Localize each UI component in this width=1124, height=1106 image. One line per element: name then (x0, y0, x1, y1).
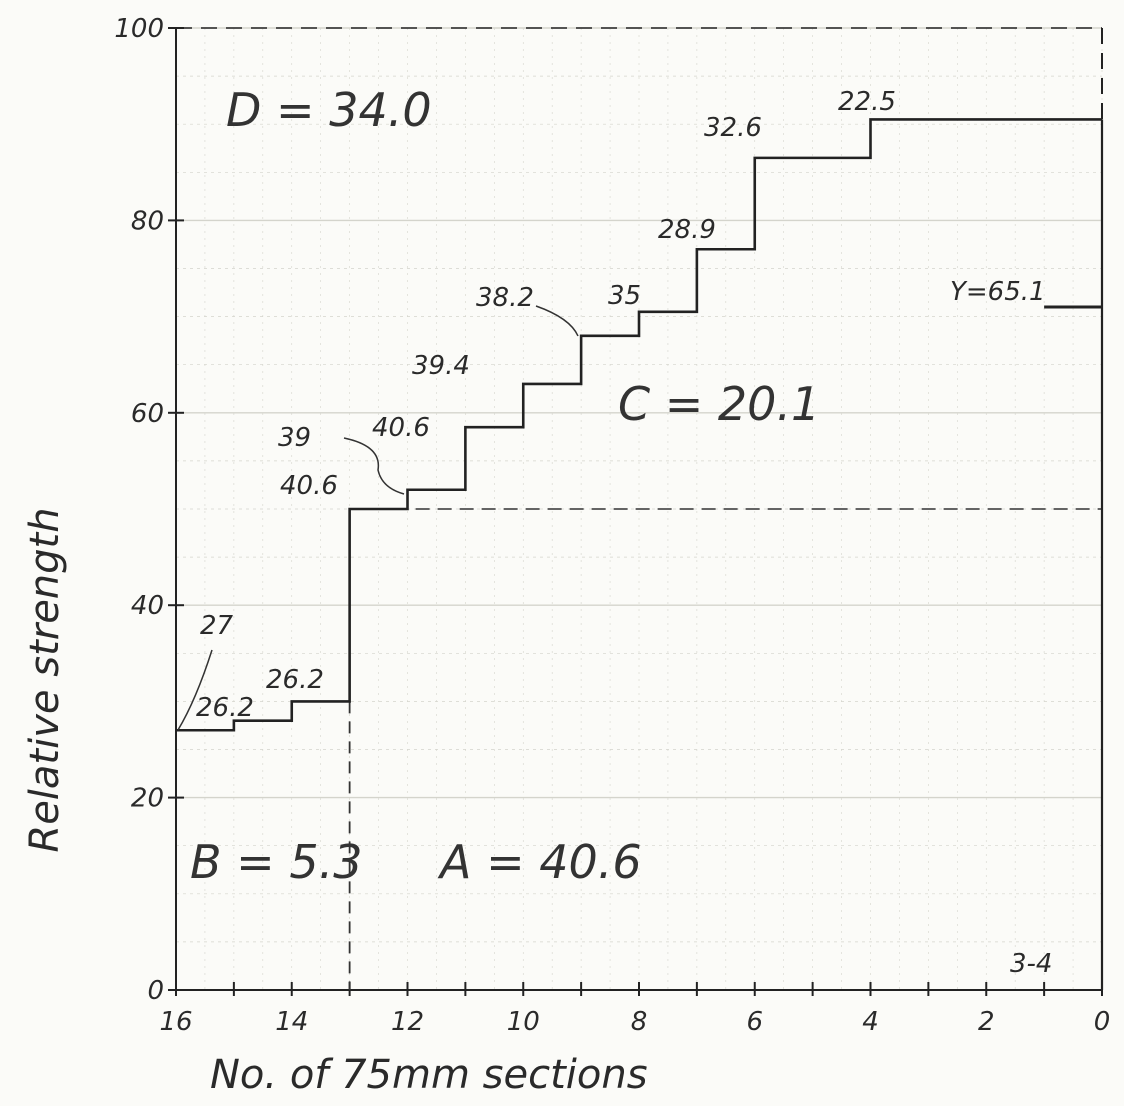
y-axis-title: Relative strength (22, 507, 68, 852)
grid (175, 27, 1103, 991)
region-c-label: C = 20.1 (618, 377, 820, 431)
region-d-label: D = 34.0 (226, 83, 432, 137)
step-label-5: 39 (278, 423, 311, 453)
y-tick-labels: 0 20 40 60 80 100 (114, 14, 164, 1006)
dashed-lines (348, 508, 1102, 990)
step-label-4: 40.6 (280, 471, 338, 501)
x-tick-label: 8 (631, 1007, 648, 1037)
step-label-9: 35 (608, 281, 641, 311)
leader-39 (343, 437, 405, 495)
x-tick-label: 12 (391, 1007, 424, 1037)
x-tick-label: 0 (1094, 1007, 1111, 1037)
x-tick-label: 2 (978, 1007, 995, 1037)
y-tick-label: 100 (114, 14, 164, 44)
x-axis-title: No. of 75mm sections (210, 1052, 648, 1098)
y-tick-label: 20 (131, 784, 164, 814)
step-label-3: 26.2 (266, 665, 324, 695)
x-tick-label: 14 (275, 1007, 308, 1037)
reference-label: Y=65.1 (950, 277, 1046, 307)
step-label-8: 38.2 (476, 283, 534, 313)
step-label-12: 22.5 (838, 87, 896, 117)
y-tick-label: 0 (147, 976, 164, 1006)
x-tick-label: 10 (507, 1007, 540, 1037)
figure-id: 3-4 (1010, 949, 1052, 979)
x-tick-labels: 16 14 12 10 8 6 4 2 0 (159, 1007, 1110, 1037)
region-a-label: A = 40.6 (437, 835, 642, 889)
region-b-label: B = 5.3 (190, 835, 363, 889)
series-line (176, 118, 1102, 732)
x-tick-label: 4 (862, 1007, 879, 1037)
step-label-2: 26.2 (196, 693, 254, 723)
tick-marks (168, 27, 1103, 996)
x-tick-label: 16 (159, 1007, 192, 1037)
x-tick-label: 6 (746, 1007, 763, 1037)
step-label-11: 32.6 (704, 113, 762, 143)
step-label-6: 40.6 (372, 413, 430, 443)
leader-38-2 (535, 305, 579, 337)
step-label-10: 28.9 (658, 215, 716, 245)
y-tick-label: 40 (131, 591, 164, 621)
y-tick-label: 80 (131, 206, 164, 236)
step-label-1: 27 (200, 611, 234, 641)
step-label-7: 39.4 (412, 351, 470, 381)
leader-27 (177, 649, 213, 731)
y-tick-label: 60 (131, 399, 164, 429)
series-steps (175, 118, 1104, 990)
